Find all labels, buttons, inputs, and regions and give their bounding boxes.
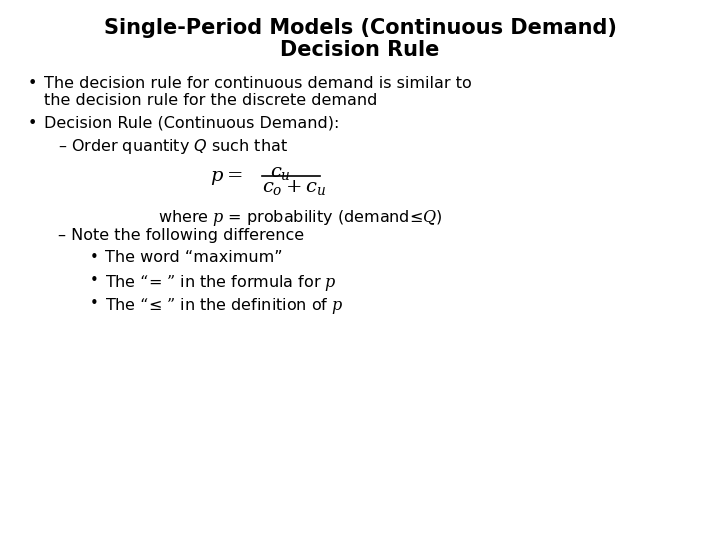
Text: – Order quantity $\mathit{Q}$ such that: – Order quantity $\mathit{Q}$ such that [58,137,288,156]
Text: The word “maximum”: The word “maximum” [105,250,283,265]
Text: The “= ” in the formula for $\mathit{p}$: The “= ” in the formula for $\mathit{p}$ [105,273,337,293]
Text: the decision rule for the discrete demand: the decision rule for the discrete deman… [44,93,377,108]
Text: where $\mathit{p}$ = probability (demand≤$\mathit{Q}$): where $\mathit{p}$ = probability (demand… [158,208,443,228]
Text: Single-Period Models (Continuous Demand): Single-Period Models (Continuous Demand) [104,18,616,38]
Text: The “≤ ” in the definition of $\mathit{p}$: The “≤ ” in the definition of $\mathit{p… [105,296,343,316]
Text: •: • [90,273,99,288]
Text: – Note the following difference: – Note the following difference [58,228,304,243]
Text: •: • [28,116,37,131]
Text: $c_u$: $c_u$ [270,163,291,182]
Text: •: • [28,76,37,91]
Text: •: • [90,296,99,311]
Text: $c_o + c_u$: $c_o + c_u$ [262,178,326,197]
Text: $p =$: $p =$ [210,168,243,187]
Text: Decision Rule (Continuous Demand):: Decision Rule (Continuous Demand): [44,116,339,131]
Text: •: • [90,250,99,265]
Text: The decision rule for continuous demand is similar to: The decision rule for continuous demand … [44,76,472,91]
Text: Decision Rule: Decision Rule [280,40,440,60]
